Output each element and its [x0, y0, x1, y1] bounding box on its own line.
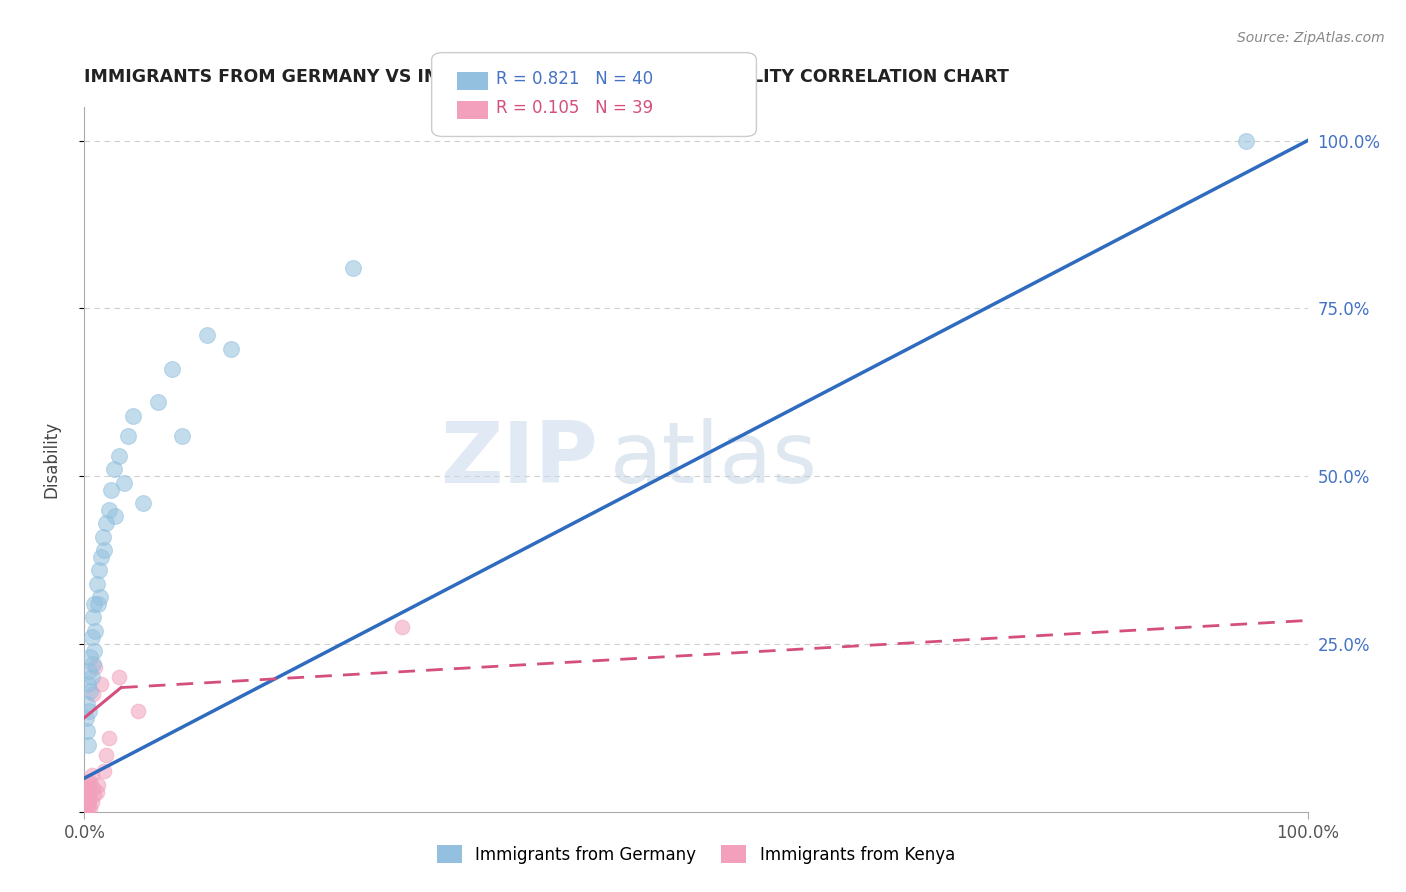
Point: [75, 795, 97, 809]
Point: [77, 781, 100, 796]
Point: [76, 698, 98, 712]
Point: [96, 516, 118, 530]
Point: [96, 747, 118, 762]
Point: [77, 801, 100, 815]
Text: IMMIGRANTS FROM GERMANY VS IMMIGRANTS FROM KENYA DISABILITY CORRELATION CHART: IMMIGRANTS FROM GERMANY VS IMMIGRANTS FR…: [84, 68, 1010, 86]
Point: [75, 801, 97, 815]
Point: [77, 664, 100, 678]
Point: [75, 781, 97, 796]
Point: [117, 429, 139, 443]
Point: [82, 610, 104, 624]
Point: [77, 738, 100, 752]
Point: [103, 462, 125, 476]
Point: [86, 784, 108, 798]
Point: [90, 677, 112, 691]
Point: [77, 788, 100, 802]
Point: [97, 502, 120, 516]
Point: [89, 590, 111, 604]
Point: [82, 781, 104, 796]
Point: [77, 795, 100, 809]
Point: [75, 801, 97, 815]
Point: [76, 724, 98, 739]
Point: [76, 801, 98, 815]
Y-axis label: Disability: Disability: [42, 421, 60, 498]
Point: [100, 483, 122, 497]
Point: [79, 650, 101, 665]
Point: [80, 768, 103, 782]
Point: [1236, 134, 1258, 148]
Point: [104, 509, 127, 524]
Point: [146, 395, 169, 409]
Point: [82, 657, 104, 671]
Point: [107, 671, 129, 685]
Point: [79, 774, 101, 789]
Point: [83, 788, 105, 802]
Point: [80, 795, 103, 809]
Point: [76, 774, 98, 789]
Point: [162, 361, 184, 376]
Point: [76, 797, 98, 811]
Point: [132, 496, 155, 510]
Point: [93, 543, 115, 558]
Point: [195, 328, 218, 343]
Point: [391, 620, 413, 634]
Point: [82, 687, 104, 701]
Point: [76, 797, 98, 811]
Point: [75, 788, 97, 802]
Point: [83, 643, 105, 657]
Point: [75, 711, 97, 725]
Point: [79, 684, 101, 698]
Point: [77, 788, 100, 802]
Text: atlas: atlas: [610, 417, 818, 501]
Point: [75, 792, 97, 806]
Point: [127, 704, 149, 718]
Point: [84, 624, 107, 638]
Point: [75, 788, 97, 802]
Point: [77, 677, 100, 691]
Text: Source: ZipAtlas.com: Source: ZipAtlas.com: [1237, 31, 1385, 45]
Text: R = 0.821   N = 40: R = 0.821 N = 40: [496, 70, 654, 88]
Point: [75, 801, 97, 815]
Text: R = 0.105   N = 39: R = 0.105 N = 39: [496, 99, 654, 117]
Point: [73, 795, 96, 809]
Point: [86, 576, 108, 591]
Point: [73, 801, 96, 815]
Point: [107, 449, 129, 463]
Point: [112, 475, 135, 490]
Point: [83, 597, 105, 611]
Point: [77, 788, 100, 802]
Point: [80, 630, 103, 644]
Point: [122, 409, 145, 423]
Point: [80, 671, 103, 685]
Point: [87, 778, 110, 792]
Point: [91, 530, 114, 544]
Point: [77, 704, 100, 718]
Point: [172, 429, 194, 443]
Point: [76, 781, 98, 796]
Point: [219, 342, 242, 356]
Legend: Immigrants from Germany, Immigrants from Kenya: Immigrants from Germany, Immigrants from…: [430, 838, 962, 871]
Point: [90, 549, 112, 564]
Point: [93, 764, 115, 779]
Point: [342, 261, 364, 276]
Point: [79, 801, 101, 815]
Point: [76, 795, 98, 809]
Point: [97, 731, 120, 745]
Point: [87, 597, 110, 611]
Point: [87, 563, 110, 577]
Text: ZIP: ZIP: [440, 417, 598, 501]
Point: [84, 660, 107, 674]
